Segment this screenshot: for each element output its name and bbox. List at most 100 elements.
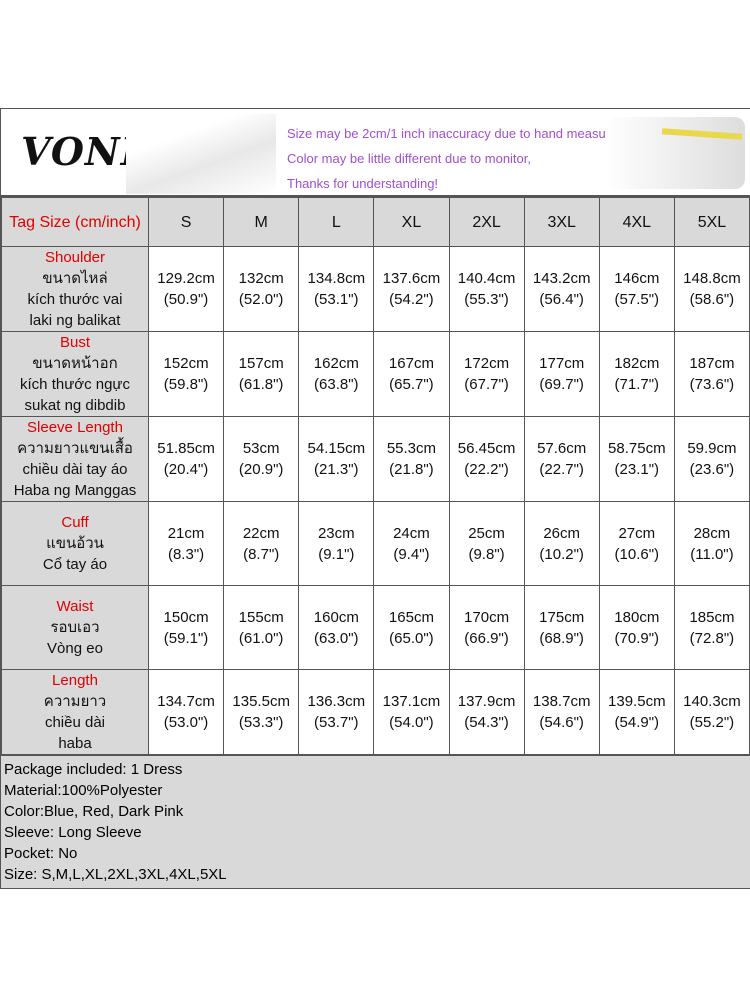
cm-value: 21cm (167, 524, 205, 542)
inch-value: (22.2") (464, 461, 509, 478)
measure-cell: 134.8cm (53.1") (298, 246, 375, 332)
cm-value: 172cm (464, 355, 510, 372)
notice-line: Size may be 2cm/1 inch inaccuracy due to… (287, 126, 621, 141)
cm-value: 54.15cm (307, 440, 366, 457)
measure-cell: 148.8cm (58.6") (673, 246, 750, 332)
measure-cell: 56.45cm (22.2") (448, 416, 525, 502)
inch-value: (23.1") (614, 461, 660, 478)
inch-value: (20.9") (238, 461, 284, 478)
inch-value: (65.7") (389, 376, 434, 393)
cm-value: 167cm (388, 355, 434, 372)
inch-value: (57.5") (614, 291, 660, 308)
inch-value: (69.7") (539, 376, 584, 393)
size-header: M (223, 197, 300, 247)
header-row: Tag Size (cm/inch) S M L XL 2XL 3XL 4XL 5XL (1, 197, 750, 247)
measure-cell: 172cm (67.7") (448, 331, 525, 417)
inch-value: (53.0") (163, 714, 209, 731)
inch-value: (53.3") (238, 714, 284, 731)
inch-value: (63.0") (314, 629, 359, 647)
cm-value: 157cm (238, 355, 284, 372)
cm-value: 26cm (543, 524, 581, 542)
cm-value: 57.6cm (537, 440, 587, 457)
inch-value: (8.3") (167, 545, 205, 563)
measure-cell: 27cm (10.6") (598, 501, 675, 586)
cm-value: 53cm (242, 440, 280, 457)
inch-value: (11.0") (690, 545, 734, 563)
cm-value: 25cm (468, 524, 505, 542)
cm-value: 177cm (539, 355, 585, 372)
inch-value: (54.2") (389, 291, 434, 308)
measure-cell: 152cm (59.8") (147, 331, 225, 417)
inch-value: (63.8") (314, 376, 359, 393)
product-details: Package included: 1 Dress Material:100%P… (1, 755, 750, 889)
inch-value: (10.2") (539, 545, 584, 563)
size-header: L (298, 197, 375, 247)
inch-value: (9.1") (318, 545, 355, 563)
detail-line: Sleeve: Long Sleeve (4, 824, 142, 841)
measure-translation: sukat ng dibdib (24, 397, 126, 414)
measure-translation: ความยาวแขนเสื้อ (17, 440, 133, 457)
inch-value: (65.0") (389, 629, 434, 647)
measure-cell: 155cm (61.0") (223, 585, 300, 670)
measure-cell: 25cm (9.8") (448, 501, 525, 586)
measure-cell: 129.2cm (50.9") (147, 246, 225, 332)
cm-value: 132cm (238, 270, 284, 287)
cm-value: 28cm (693, 524, 731, 542)
detail-line: Pocket: No (4, 845, 78, 862)
measure-cell: 187cm (73.6") (673, 331, 750, 417)
measure-label: Bust ขนาดหน้าอก kích thước ngực sukat ng di… (1, 331, 149, 417)
cm-value: 160cm (313, 608, 359, 626)
measure-cell: 177cm (69.7") (523, 331, 600, 417)
cm-value: 140.4cm (457, 270, 516, 287)
cm-value: 152cm (163, 355, 209, 372)
measure-cell: 53cm (20.9") (223, 416, 300, 502)
cm-value: 134.7cm (157, 693, 215, 710)
inch-value: (59.8") (163, 376, 209, 393)
measure-cell: 132cm (52.0") (223, 246, 300, 332)
measure-cell: 165cm (65.0") (373, 585, 450, 670)
measure-translation: ขนาดไหล่ (42, 270, 108, 287)
inch-value: (54.3") (464, 714, 509, 731)
measure-translation: Haba ng Manggas (13, 482, 137, 499)
inch-value: (54.0") (389, 714, 434, 731)
cm-value: 59.9cm (687, 440, 737, 457)
measure-cell: 167cm (65.7") (373, 331, 450, 417)
inch-value: (71.7") (614, 376, 660, 393)
measure-translation: แขนอ้วน (46, 535, 104, 552)
cm-value: 135.5cm (232, 693, 290, 710)
size-header: S (147, 197, 225, 247)
cm-value: 138.7cm (532, 693, 591, 710)
measure-cell: 57.6cm (22.7") (523, 416, 600, 502)
inch-value: (56.4") (539, 291, 584, 308)
size-chart: VONDA Size may be 2cm/1 inch inaccuracy … (0, 108, 750, 889)
inch-value: (70.9") (614, 629, 660, 647)
detail-line: Package included: 1 Dress (4, 761, 183, 778)
inch-value: (73.6") (689, 376, 735, 393)
cm-value: 136.3cm (307, 693, 366, 710)
measure-translation: Vòng eo (47, 640, 103, 657)
inch-value: (9.4") (393, 545, 430, 563)
measure-translation: รอบเอว (50, 619, 100, 636)
inch-value: (66.9") (464, 629, 509, 647)
table-row: Length ความยาว chiều dài haba 134.7cm (53.0")… (1, 669, 750, 755)
measure-cell: 59.9cm (23.6") (673, 416, 750, 502)
cm-value: 187cm (689, 355, 735, 372)
table-row: Bust ขนาดหน้าอก kích thước ngực sukat ng di… (1, 331, 750, 417)
cm-value: 139.5cm (608, 693, 666, 710)
measure-cell: 157cm (61.8") (223, 331, 300, 417)
cm-value: 162cm (313, 355, 359, 372)
measure-name: Waist (56, 598, 94, 615)
measure-cell: 23cm (9.1") (298, 501, 375, 586)
size-table: Tag Size (cm/inch) S M L XL 2XL 3XL 4XL 5XL Shoul… (1, 197, 750, 755)
inch-value: (61.0") (238, 629, 284, 647)
hand-measuring-tape-image (605, 117, 745, 189)
measure-cell: 140.3cm (55.2") (673, 669, 750, 755)
measure-cell: 21cm (8.3") (147, 501, 225, 586)
measure-cell: 146cm (57.5") (598, 246, 675, 332)
cm-value: 24cm (393, 524, 430, 542)
size-header: XL (373, 197, 450, 247)
cm-value: 23cm (317, 524, 355, 542)
measure-cell: 175cm (68.9") (523, 585, 600, 670)
size-header: 2XL (448, 197, 525, 247)
measure-translation: kích thước ngực (20, 376, 130, 393)
